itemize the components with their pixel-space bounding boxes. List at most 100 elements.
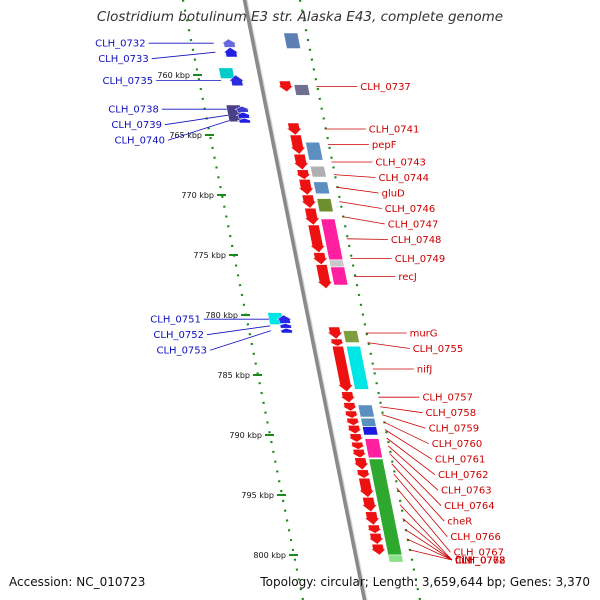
scale-tick-label: 790 kbp	[229, 431, 262, 440]
gene-label-leader	[386, 437, 436, 476]
gene-arrow-right	[339, 391, 356, 403]
genome-backbone-highlight	[246, 0, 368, 600]
gene-arrow-right	[345, 417, 362, 426]
gene-label-leader	[387, 445, 439, 491]
gene-label-leader	[396, 487, 451, 553]
gene-label-leader	[391, 463, 445, 522]
scale-tick-label: 760 kbp	[157, 71, 190, 80]
gene-arrow-right	[297, 179, 315, 196]
scale-tick-label: 780 kbp	[205, 311, 238, 320]
gene-arrow-left	[228, 74, 245, 87]
gene-label: CLH_0766	[450, 532, 501, 543]
gene-label: CLH_0763	[441, 486, 492, 497]
gene-label: CLH_0746	[385, 204, 436, 215]
gene-label: pepF	[372, 140, 397, 151]
gene-label: murG	[410, 329, 438, 340]
gene-arrow-right	[346, 425, 363, 435]
gene-label: nifJ	[417, 365, 433, 376]
gene-arrow-right	[358, 477, 375, 498]
gene-label: CLH_0759	[429, 424, 480, 435]
gene-label-leader	[151, 51, 216, 60]
gene-arrow-right	[331, 345, 354, 393]
gene-label: CLH_0732	[95, 39, 146, 50]
gene-label: fliM	[455, 556, 473, 567]
gene-label-layer: CLH_0737 CLH_0741 pepF CLH_0743 CLH_0744 gluD…	[95, 39, 505, 567]
gene-arrow-right	[342, 402, 359, 412]
scale-tick-label: 785 kbp	[217, 371, 250, 380]
gene-label-leader	[384, 429, 433, 460]
gene-label: CLH_0761	[435, 455, 486, 466]
gene-arrow-right	[343, 410, 360, 419]
gene-arrow-right	[311, 252, 329, 265]
accession-text: Accession: NC_010723	[9, 575, 146, 589]
gene-arrow-left	[220, 38, 237, 48]
feature-block	[218, 67, 236, 79]
gene-label: CLH_0741	[369, 125, 420, 136]
gene-label: CLH_0733	[98, 54, 149, 65]
gene-arrow-right	[361, 497, 378, 513]
gene-label: cheR	[447, 517, 472, 528]
feature-block	[330, 266, 349, 286]
feature-block	[357, 404, 375, 418]
gene-label: CLH_0758	[426, 408, 477, 419]
gene-label-leader	[404, 528, 453, 561]
gene-arrow-left	[237, 117, 253, 124]
gene-label-leader	[389, 453, 442, 506]
gene-arrow-right	[289, 134, 306, 155]
gene-label: CLH_0773	[455, 556, 506, 567]
gene-label-leader	[342, 216, 385, 225]
feature-block	[361, 426, 379, 436]
gene-label: CLH_0737	[360, 82, 411, 93]
gene-arrow-right	[326, 326, 344, 340]
gene-label: CLH_0755	[413, 344, 464, 355]
gene-label: CLH_0772	[455, 556, 506, 567]
scale-tick-label: 770 kbp	[181, 191, 214, 200]
topology-text: Topology: circular; Length: 3,659,644 bp…	[260, 575, 590, 589]
feature-block	[309, 165, 327, 178]
scale-tick-label: 795 kbp	[241, 491, 274, 500]
map-title: Clostridium botulinum E3 str. Alaska E43…	[96, 9, 504, 25]
gene-label-leader	[346, 238, 388, 240]
feature-block	[360, 417, 377, 427]
gene-arrow-right	[303, 207, 321, 226]
gene-label-leader	[206, 325, 271, 336]
feature-block	[312, 181, 331, 195]
gene-label: CLH_0738	[108, 105, 159, 116]
feature-block-layer	[218, 32, 404, 563]
gene-label: CLH_0743	[375, 158, 426, 169]
gene-label-leader	[333, 174, 376, 178]
gene-arrow-right	[367, 533, 385, 545]
gene-label-leader	[383, 421, 429, 445]
scale-tick-label: 800 kbp	[253, 551, 286, 560]
gene-arrow-right	[355, 469, 372, 479]
gene-label: gluD	[382, 189, 405, 200]
gene-label-leader	[336, 186, 379, 194]
gene-label: CLH_0760	[432, 439, 483, 450]
gene-arrow-right	[294, 169, 312, 180]
gene-arrow-right	[307, 224, 326, 253]
gene-label: CLH_0735	[103, 76, 154, 87]
gene-layer	[220, 38, 387, 556]
gene-label: CLH_0764	[444, 501, 495, 512]
gene-arrow-right	[277, 80, 294, 93]
gene-arrow-right	[363, 511, 381, 526]
gene-label: CLH_0739	[111, 120, 162, 131]
gene-label-leader	[380, 406, 423, 414]
gene-arrow-right	[300, 194, 317, 209]
gene-arrow-right	[285, 122, 303, 136]
gene-label-leader	[209, 330, 272, 351]
gene-arrow-right	[351, 449, 368, 459]
gene-label: CLH_0751	[150, 315, 201, 326]
gene-arrow-right	[348, 433, 365, 443]
gene-arrow-right	[349, 441, 367, 450]
feature-block	[316, 198, 334, 213]
feature-block	[283, 32, 302, 49]
gene-label: CLH_0767	[453, 548, 504, 559]
feature-block	[293, 84, 311, 96]
gene-label: CLH_0740	[115, 136, 166, 147]
backbone-layer	[242, 0, 368, 600]
feature-block	[345, 345, 370, 390]
gene-label: CLH_0747	[388, 220, 439, 231]
